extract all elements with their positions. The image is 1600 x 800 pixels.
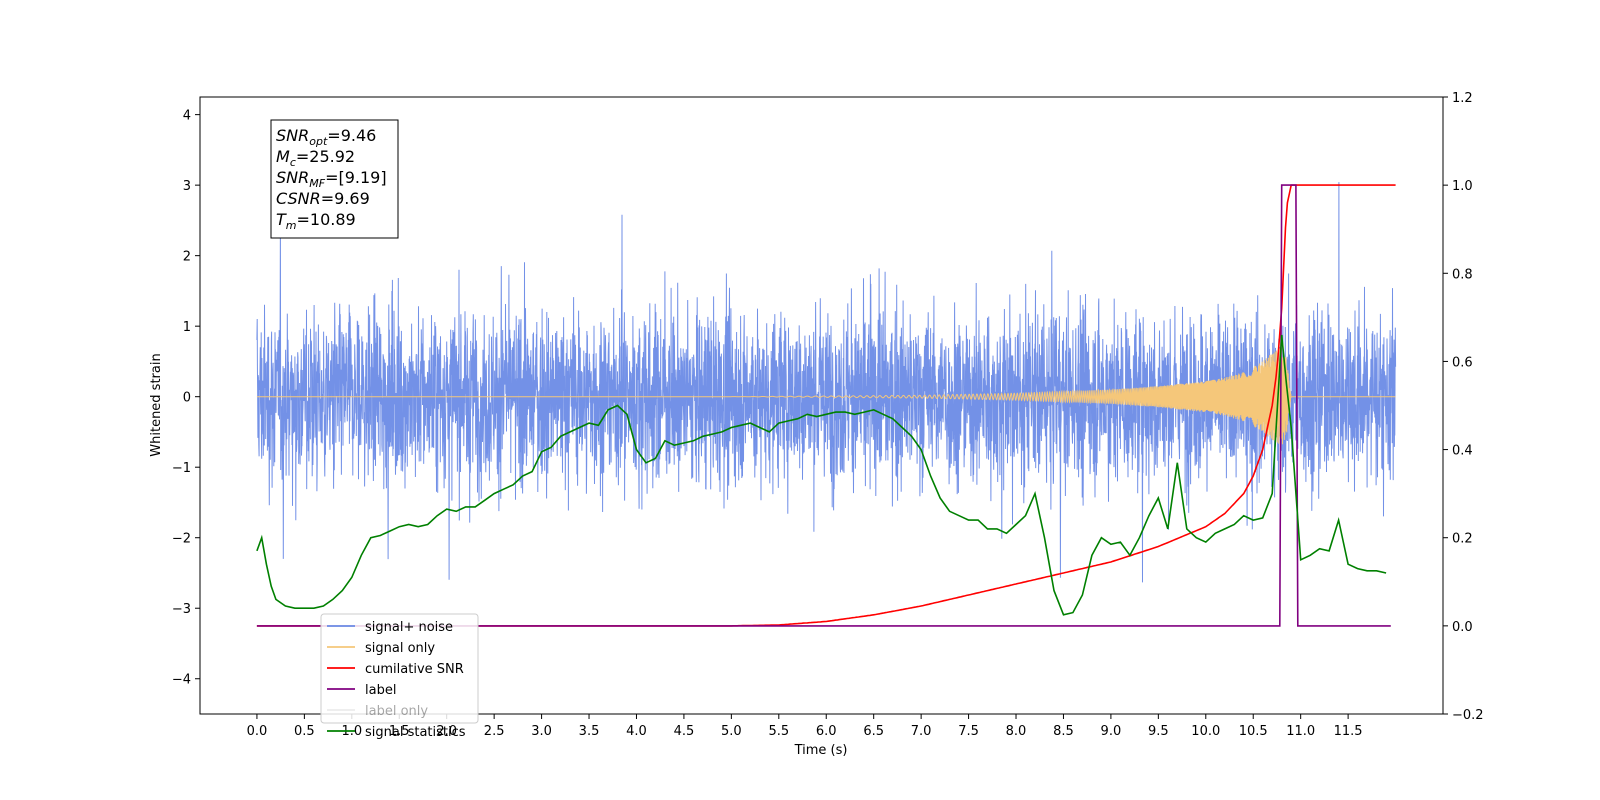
y-tick-label: −2	[172, 532, 191, 547]
x-tick-label: 5.5	[768, 724, 789, 739]
annotation-frame	[270, 119, 399, 239]
x-tick-label: 3.5	[579, 724, 600, 739]
y-tick-label: 4	[183, 109, 191, 124]
x-tick-label: 4.5	[674, 724, 695, 739]
series-signal-noise	[256, 182, 1397, 583]
x-tick-label: 10.5	[1239, 724, 1268, 739]
y-tick-label: −1	[172, 461, 191, 476]
plot-area	[256, 182, 1397, 627]
x-axis: 0.0 0.5 1.0 1.5 2.0 2.5 3.0 3.5 4.0 4.5 5.0 5.5 6.0 6…	[247, 714, 1363, 739]
y-tick-label: 0	[183, 391, 191, 406]
legend-frame	[320, 613, 479, 724]
y-tick-label: −3	[172, 602, 191, 617]
y-tick-label: 1	[183, 320, 191, 335]
y-tick-label: −4	[172, 673, 191, 688]
series-signal-statistics	[256, 334, 1387, 616]
x-tick-label: 7.0	[911, 724, 932, 739]
x-tick-label: 0.0	[247, 724, 268, 739]
x-tick-label: 2.0	[436, 724, 457, 739]
y2-tick-label: 0.6	[1452, 355, 1473, 370]
y2-tick-label: 0.4	[1452, 444, 1473, 459]
y2-tick-label: 1.0	[1452, 179, 1473, 194]
x-tick-label: 9.5	[1148, 724, 1169, 739]
legend: signal+ noise signal only cumilative SNR la…	[320, 613, 479, 740]
x-tick-label: 0.5	[294, 724, 315, 739]
annotation-line: CSNR=9.69	[276, 189, 370, 208]
legend-label: signal only	[365, 641, 435, 656]
x-tick-label: 9.0	[1101, 724, 1122, 739]
x-tick-label: 2.5	[484, 724, 505, 739]
y-tick-label: 2	[183, 250, 191, 265]
annotation-line: SNRopt=9.46	[276, 126, 376, 148]
x-tick-label: 10.0	[1191, 724, 1220, 739]
legend-label: label only	[365, 704, 428, 719]
legend-label: signal+ noise	[365, 620, 453, 635]
y2-tick-label: 0.8	[1452, 267, 1473, 282]
legend-label: label	[365, 683, 396, 698]
y2-tick-label: 1.2	[1452, 91, 1473, 106]
y2-tick-label: −0.2	[1452, 708, 1484, 723]
x-tick-label: 5.0	[721, 724, 742, 739]
y-axis-title: Whitened strain	[149, 353, 164, 456]
annotation-box: SNRopt=9.46Mc=25.92SNRMF=[9.19]CSNR=9.69…	[270, 119, 399, 239]
annotation-line: SNRMF=[9.19]	[276, 168, 387, 190]
x-tick-label: 11.5	[1334, 724, 1363, 739]
x-tick-label: 8.5	[1053, 724, 1074, 739]
y-tick-label: 3	[183, 179, 191, 194]
x-tick-label: 4.0	[626, 724, 647, 739]
annotation-line: Mc=25.92	[276, 147, 355, 169]
x-tick-label: 6.0	[816, 724, 837, 739]
legend-label: signal statistics	[365, 725, 466, 740]
series-label	[256, 184, 1391, 627]
x-tick-label: 8.0	[1006, 724, 1027, 739]
series-signal-only	[256, 347, 1396, 446]
plot-frame	[199, 96, 1444, 715]
x-tick-label: 6.5	[863, 724, 884, 739]
x-tick-label: 3.0	[531, 724, 552, 739]
x-tick-label: 1.5	[389, 724, 410, 739]
y-axis: −4 −3 −2 −1 0 1 2 3 4	[172, 109, 200, 688]
x-tick-label: 7.5	[958, 724, 979, 739]
y2-tick-label: 0.2	[1452, 532, 1473, 547]
legend-label: cumilative SNR	[365, 662, 464, 677]
x-axis-title: Time (s)	[794, 743, 848, 758]
annotation-line: Tm=10.89	[276, 210, 356, 232]
y2-tick-label: 0.0	[1452, 620, 1473, 635]
x-tick-label: 11.0	[1286, 724, 1315, 739]
y2-axis: −0.2 0.0 0.2 0.4 0.6 0.8 1.0 1.2	[1443, 91, 1484, 723]
